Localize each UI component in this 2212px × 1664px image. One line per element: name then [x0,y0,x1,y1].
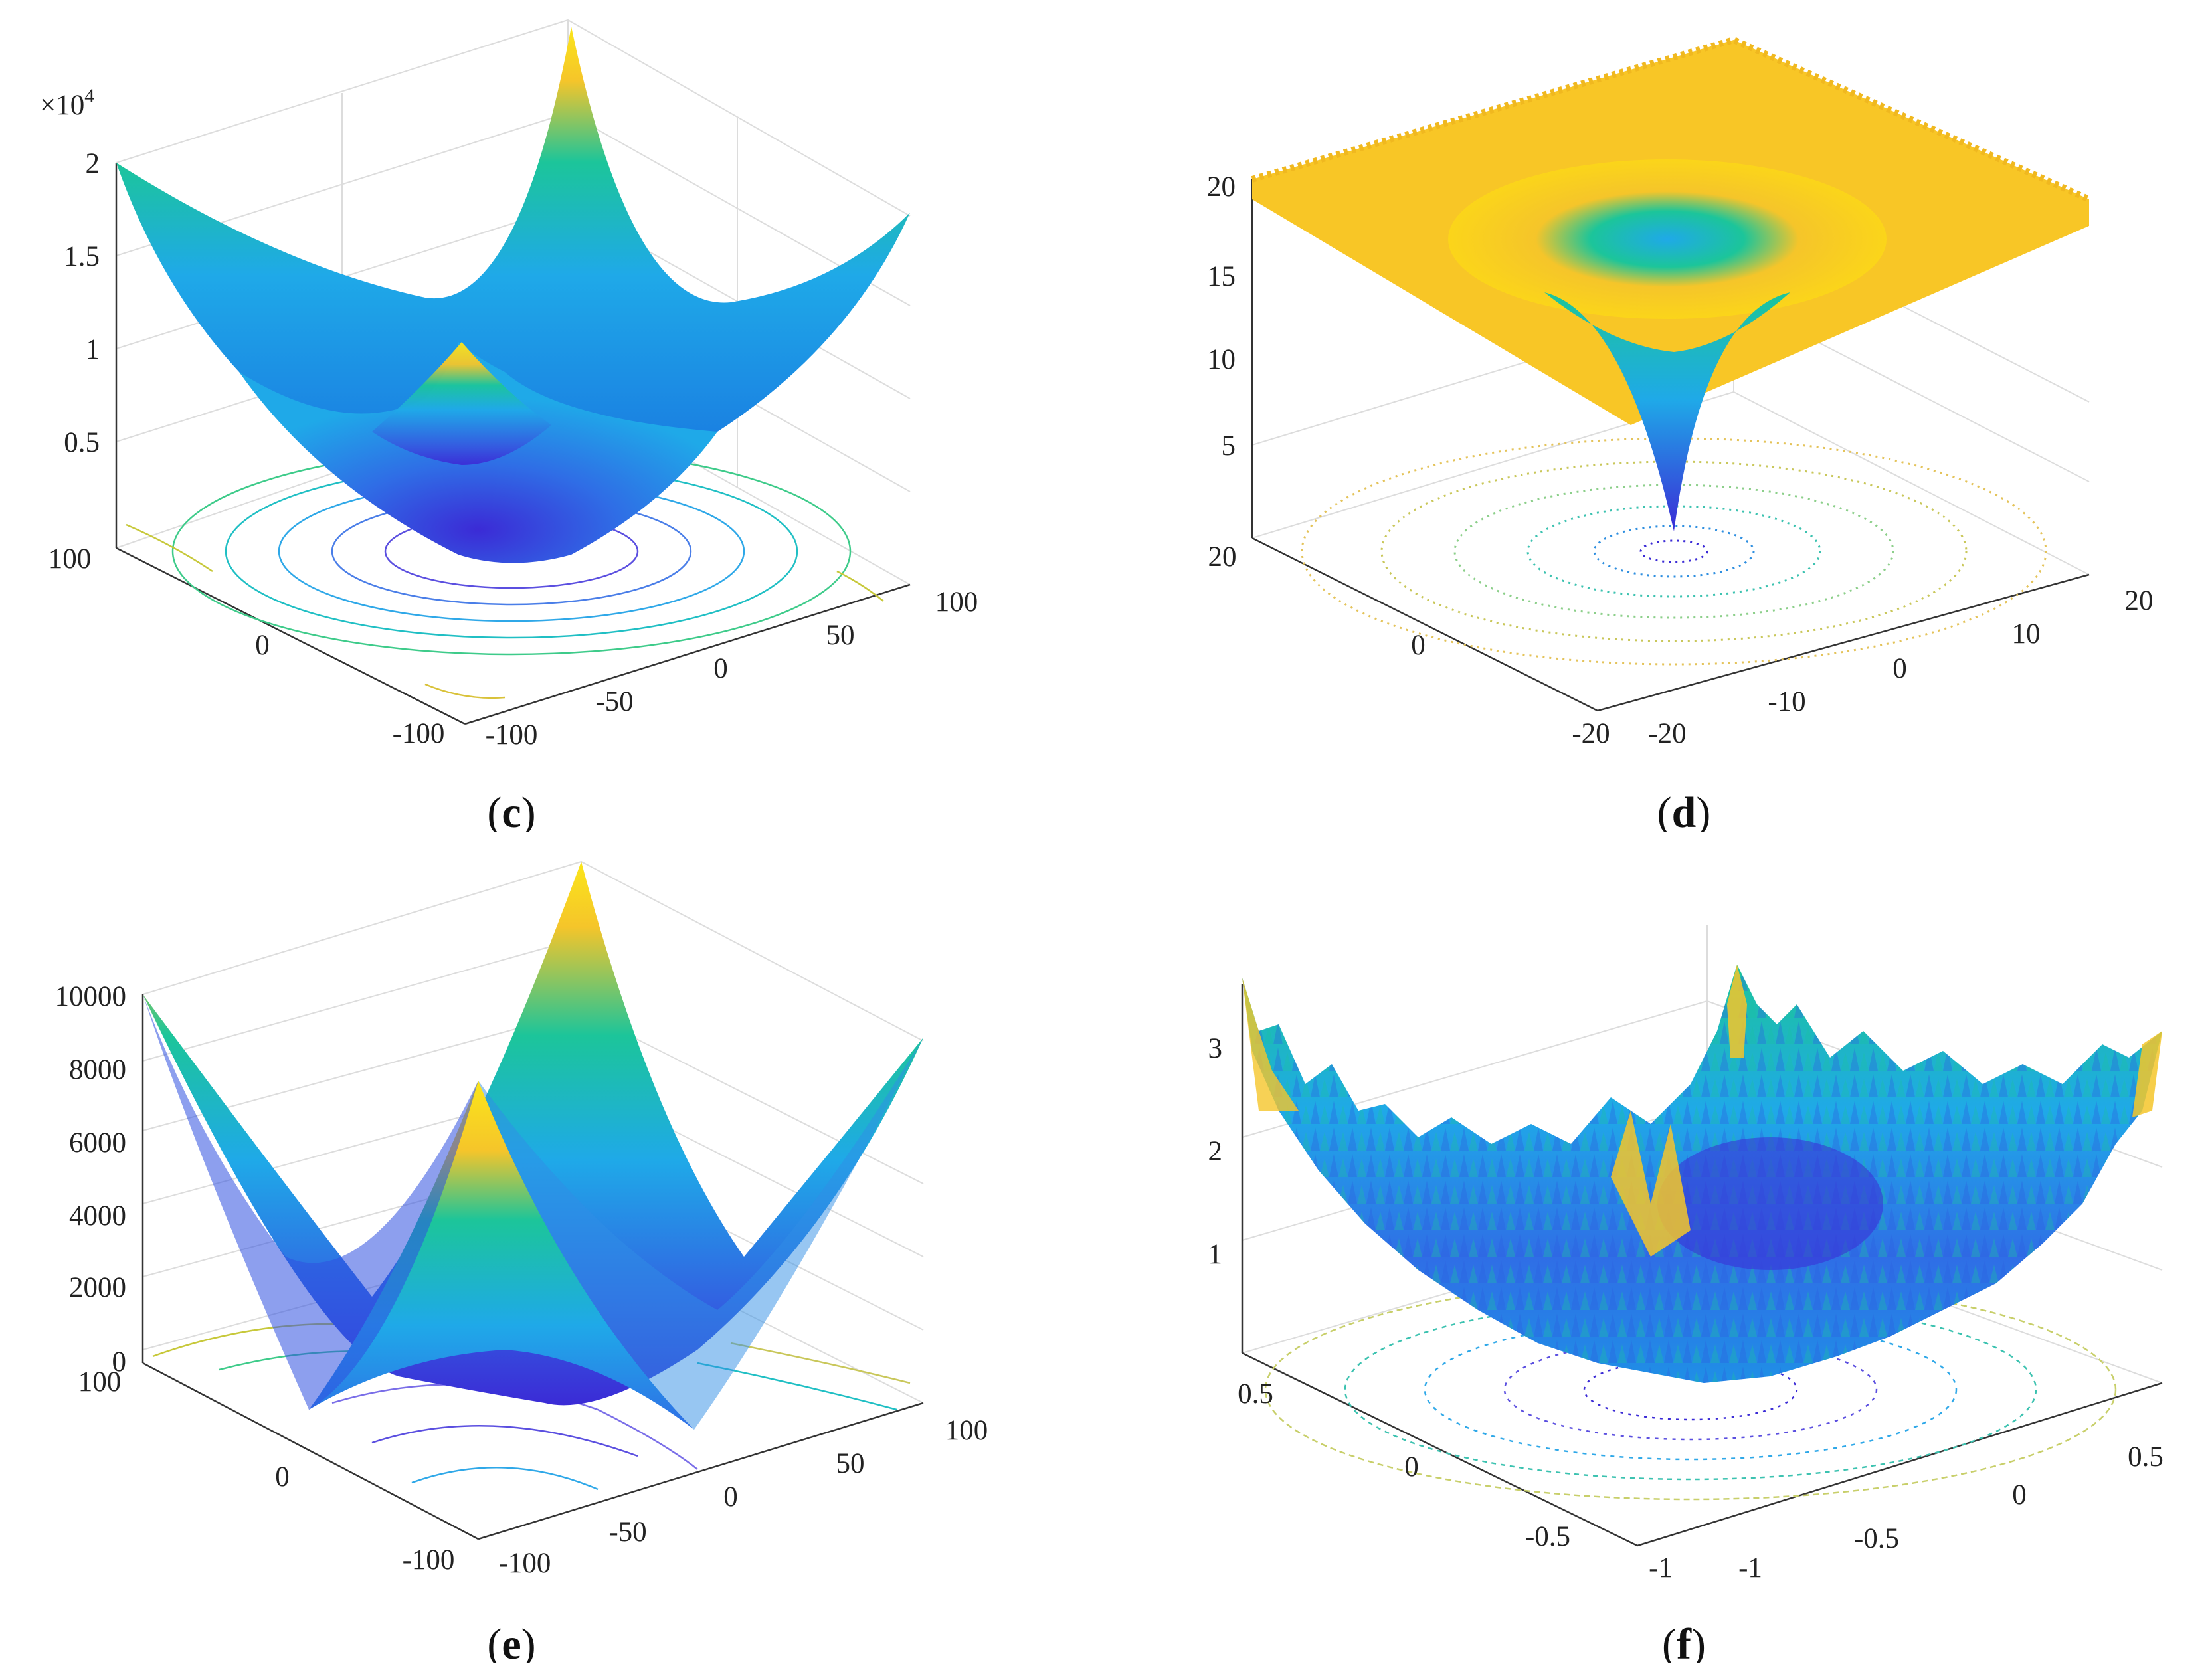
surface-back-c [116,27,910,478]
x-tick: 10 [2012,618,2041,650]
y-tick: 0 [1411,630,1426,661]
caption-c: (c) [487,788,535,832]
caption-d: (d) [1657,788,1711,832]
y-tick: 20 [1208,541,1237,573]
z-ticks-c: 2 1.5 1 0.5 [64,148,100,458]
caption-f: (f) [1662,1620,1706,1663]
x-tick: -0.5 [1854,1523,1899,1554]
surface-accent-f [1611,1111,1691,1257]
y-ticks-d: 20 0 -20 [1208,541,1610,749]
panel-e: 10000 8000 6000 4000 2000 0 100 50 0 -50… [0,832,1106,1663]
y-tick: 0.5 [1238,1378,1273,1410]
z-ticks-d: 20 15 10 5 [1207,171,1236,462]
surface-cone-d [1544,292,1790,531]
y-tick: -20 [1572,718,1610,749]
axes-f [1241,984,2163,1547]
z-multiplier-c: ×104 [40,85,94,121]
z-tick: 2 [86,148,100,179]
surface-front-peak-c [372,342,551,465]
z-tick: 15 [1207,261,1236,292]
axes-d [1251,179,2090,712]
chart-d: 20 15 10 5 20 10 0 -10 -20 20 0 -20 (d) [1207,36,2154,832]
z-tick: 10 [1207,344,1236,375]
x-tick: 0 [723,1481,738,1513]
z-tick: 6000 [69,1127,126,1158]
surface-center-f [1657,1137,1883,1270]
panel-f: 3 2 1 0.5 0 -0.5 -1 0.5 0 -0.5 -1 (f) [1106,832,2212,1663]
z-tick: 2000 [69,1272,126,1303]
x-tick: 100 [945,1415,988,1446]
y-tick: 0 [275,1461,290,1493]
x-tick: 0.5 [2128,1441,2164,1473]
x-ticks-e: 100 50 0 -50 -100 [499,1415,988,1579]
y-ticks-f: 0.5 0 -0.5 -1 [1238,1378,1673,1584]
x-ticks-f: 0.5 0 -0.5 -1 [1738,1441,2164,1584]
y-tick: -100 [403,1544,455,1576]
x-ticks-d: 20 10 0 -10 -20 [1648,585,2153,749]
x-tick: -100 [486,719,538,751]
x-tick: 0 [713,653,728,684]
z-tick: 1 [86,334,100,365]
surface-front-e [309,1081,694,1430]
z-tick: 3 [1208,1033,1223,1064]
x-tick: 50 [826,620,855,651]
surface-accent-f [2132,1031,2162,1117]
z-tick: 10000 [55,981,127,1012]
z-tick: 0 [112,1346,127,1378]
y-tick: 100 [78,1366,122,1398]
chart-c: ×104 2 1.5 1 0.5 100 50 0 -50 -100 100 0… [40,19,978,832]
surface-accent-f [1242,978,1299,1111]
y-tick: 100 [48,543,92,575]
x-tick: -50 [608,1517,646,1548]
surface-accent-f [1727,965,1747,1058]
y-tick: -100 [393,718,445,749]
z-tick: 1 [1208,1239,1223,1270]
x-tick: -1 [1738,1552,1762,1584]
y-tick: -0.5 [1525,1521,1570,1552]
x-tick: 50 [836,1448,865,1479]
axes-e [141,994,924,1540]
x-tick: 100 [935,587,978,618]
x-tick: 0 [2012,1479,2027,1511]
z-tick: 0.5 [64,427,100,458]
chart-f: 3 2 1 0.5 0 -0.5 -1 0.5 0 -0.5 -1 (f) [1208,925,2164,1663]
y-ticks-e: 100 0 -100 [78,1366,455,1576]
z-tick: 5 [1222,430,1236,462]
z-tick: 4000 [69,1200,126,1232]
x-tick: -100 [499,1548,551,1579]
z-tick: 1.5 [64,241,100,272]
z-tick: 8000 [69,1054,126,1085]
x-ticks-c: 100 50 0 -50 -100 [486,587,978,751]
x-tick: -20 [1648,718,1686,749]
surface-funnel-d [1448,159,1887,319]
surface-top-edge-d [1251,36,2091,203]
y-tick: -1 [1649,1552,1673,1584]
z-ticks-e: 10000 8000 6000 4000 2000 0 [55,981,127,1378]
surface-front-right-e [478,1038,923,1430]
caption-e: (e) [487,1620,535,1663]
x-tick: -50 [595,686,633,717]
x-tick: 0 [1892,653,1907,684]
z-tick: 2 [1208,1136,1223,1167]
chart-e: 10000 8000 6000 4000 2000 0 100 50 0 -50… [55,860,988,1663]
z-ticks-f: 3 2 1 [1208,1033,1223,1270]
x-tick: 20 [2125,585,2154,616]
z-tick: 20 [1207,171,1236,203]
y-tick: 0 [1404,1451,1419,1483]
y-ticks-c: 100 0 -100 [48,543,445,749]
axes-c [115,163,911,725]
y-tick: 0 [255,630,270,661]
panel-d: 20 15 10 5 20 10 0 -10 -20 20 0 -20 (d) [1106,0,2212,832]
panel-c: ×104 2 1.5 1 0.5 100 50 0 -50 -100 100 0… [0,0,1106,832]
x-tick: -10 [1768,686,1805,717]
surface-front-left-e [143,994,478,1410]
